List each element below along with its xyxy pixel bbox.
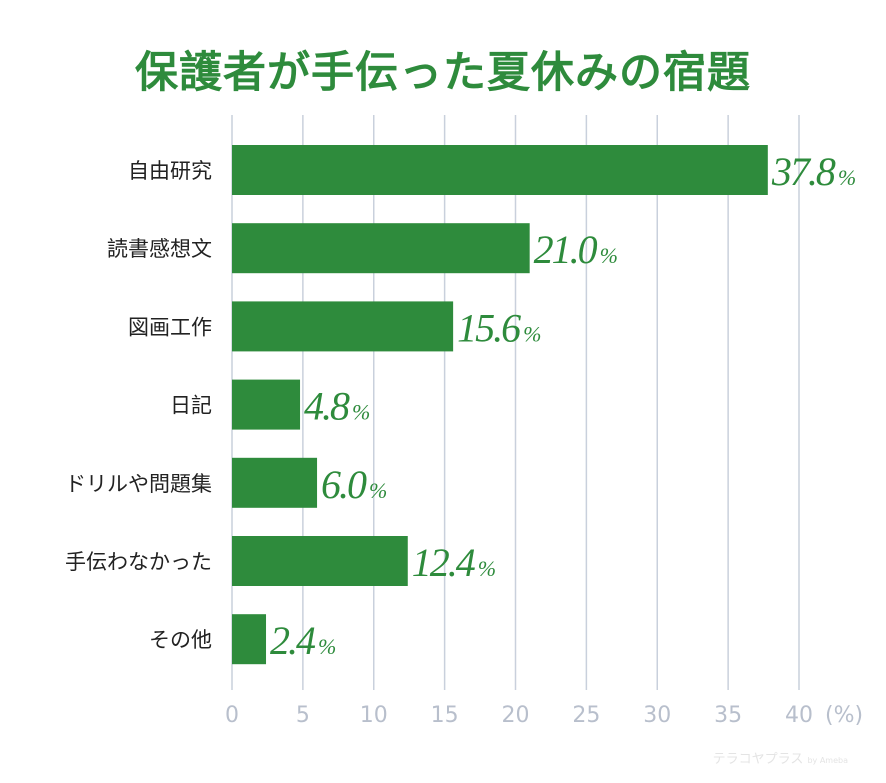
data-label: 37.8% [771, 149, 856, 194]
data-label: 6.0% [321, 462, 387, 507]
bar [232, 614, 267, 665]
x-tick-label: 15 [431, 703, 459, 728]
data-label: 12.4% [412, 540, 496, 585]
x-tick-label: 10 [360, 703, 388, 728]
x-tick-label: 0 [225, 703, 239, 728]
chart-title: 保護者が手伝った夏休みの宿題 [135, 48, 751, 98]
bar [232, 536, 408, 586]
x-tick-label: 5 [296, 703, 310, 728]
watermark: テラコヤプラス by Ameba [712, 752, 848, 767]
bar [232, 145, 768, 195]
x-tick-label: 30 [643, 703, 671, 728]
category-label: 日記 [170, 394, 212, 418]
bar [232, 457, 318, 508]
data-label: 2.4% [270, 618, 336, 663]
x-unit-label: (%) [825, 703, 863, 728]
data-label: 15.6% [457, 305, 541, 350]
x-tick-label: 35 [714, 703, 742, 728]
x-tick-label: 40 [785, 703, 813, 728]
x-tick-label: 25 [572, 703, 600, 728]
data-label: 21.0% [534, 227, 618, 272]
data-label: 4.8% [304, 384, 370, 429]
bar [232, 301, 454, 352]
category-label: 手伝わなかった [65, 550, 212, 574]
category-label: ドリルや問題集 [65, 472, 212, 496]
category-label: 図画工作 [128, 315, 212, 339]
bar [232, 379, 301, 430]
x-tick-label: 20 [502, 703, 530, 728]
bar [232, 223, 530, 274]
category-label: 読書感想文 [107, 237, 212, 261]
category-label: その他 [149, 628, 212, 652]
category-label: 自由研究 [128, 159, 212, 183]
